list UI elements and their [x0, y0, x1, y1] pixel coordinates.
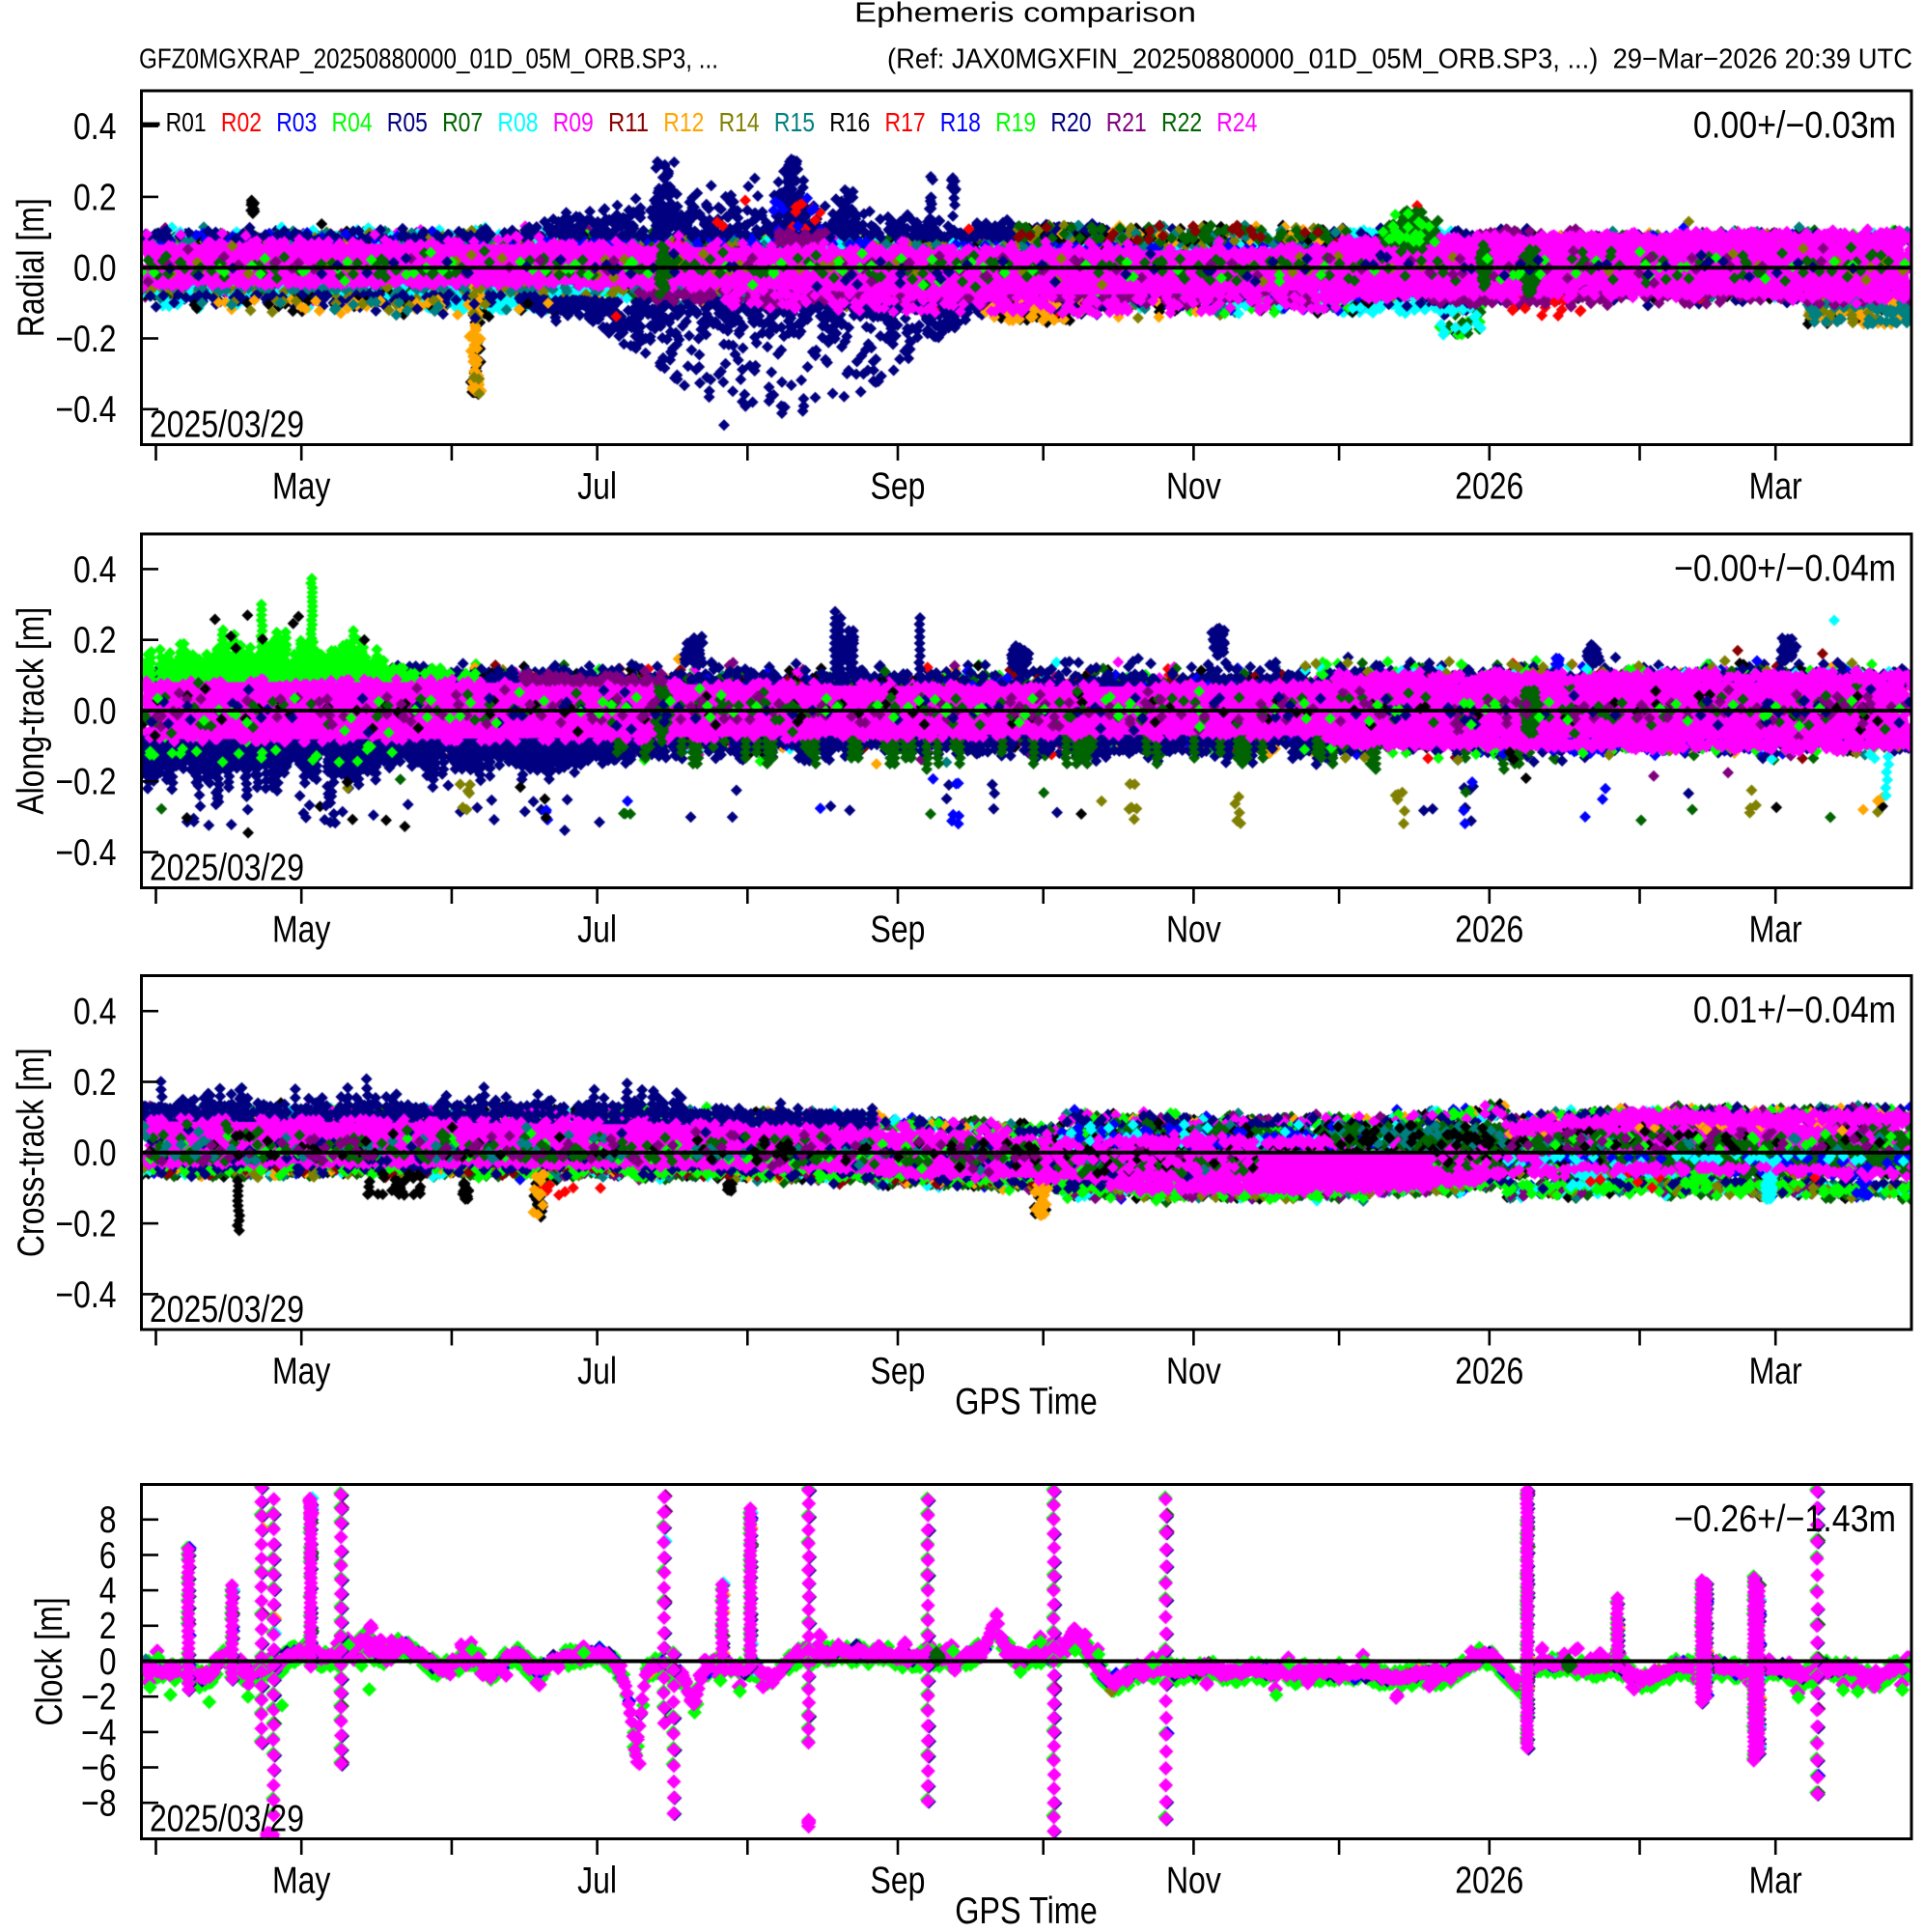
svg-text:−0.26+/−1.43m: −0.26+/−1.43m	[1674, 1498, 1896, 1540]
svg-text:May: May	[272, 1861, 331, 1902]
svg-text:Jul: Jul	[577, 1861, 617, 1902]
svg-text:R22: R22	[1161, 107, 1202, 137]
svg-text:GFZ0MGXRAP_20250880000_01D_05M: GFZ0MGXRAP_20250880000_01D_05M_ORB.SP3, …	[139, 44, 718, 75]
svg-text:2026: 2026	[1455, 910, 1523, 951]
svg-text:−0.4: −0.4	[55, 1274, 116, 1316]
svg-text:−0.4: −0.4	[55, 832, 116, 874]
svg-text:Sep: Sep	[871, 466, 926, 508]
svg-text:0.2: 0.2	[73, 177, 117, 218]
svg-text:Mar: Mar	[1749, 466, 1802, 508]
svg-text:2026: 2026	[1455, 1861, 1523, 1902]
svg-text:0.2: 0.2	[73, 1062, 117, 1104]
svg-text:0.00+/−0.03m: 0.00+/−0.03m	[1693, 105, 1896, 147]
svg-text:Nov: Nov	[1166, 466, 1221, 508]
svg-text:Mar: Mar	[1749, 1861, 1802, 1902]
svg-text:R15: R15	[774, 107, 815, 137]
svg-text:−8: −8	[81, 1783, 117, 1825]
svg-text:Mar: Mar	[1749, 910, 1802, 951]
svg-text:Ephemeris comparison: Ephemeris comparison	[854, 0, 1196, 29]
svg-text:May: May	[272, 466, 331, 508]
svg-text:Jul: Jul	[577, 1351, 617, 1392]
svg-text:R16: R16	[829, 107, 870, 137]
svg-text:0.4: 0.4	[73, 992, 117, 1033]
svg-text:R07: R07	[442, 107, 483, 137]
svg-text:−0.00+/−0.04m: −0.00+/−0.04m	[1674, 548, 1896, 590]
svg-text:0.0: 0.0	[73, 690, 117, 732]
svg-text:−0.2: −0.2	[55, 1204, 116, 1246]
svg-text:0.01+/−0.04m: 0.01+/−0.04m	[1693, 990, 1896, 1031]
svg-text:0: 0	[99, 1641, 117, 1683]
svg-text:Radial [m]: Radial [m]	[11, 198, 52, 337]
svg-text:GPS Time: GPS Time	[955, 1382, 1098, 1423]
svg-text:R09: R09	[553, 107, 594, 137]
svg-text:R17: R17	[885, 107, 926, 137]
svg-text:6: 6	[99, 1535, 117, 1577]
svg-text:−2: −2	[81, 1677, 117, 1719]
svg-text:R14: R14	[719, 107, 760, 137]
svg-text:Nov: Nov	[1166, 910, 1221, 951]
svg-text:R05: R05	[387, 107, 428, 137]
svg-text:GPS Time: GPS Time	[955, 1890, 1098, 1932]
svg-text:Along-track [m]: Along-track [m]	[11, 607, 52, 815]
svg-text:R01: R01	[166, 107, 207, 137]
svg-text:2: 2	[99, 1606, 117, 1647]
svg-text:−4: −4	[81, 1712, 117, 1753]
svg-text:0.0: 0.0	[73, 248, 117, 290]
svg-text:R03: R03	[276, 107, 317, 137]
svg-text:−0.2: −0.2	[55, 762, 116, 803]
svg-text:0.4: 0.4	[73, 106, 117, 148]
svg-text:R12: R12	[663, 107, 704, 137]
svg-text:2026: 2026	[1455, 1351, 1523, 1392]
svg-text:−0.2: −0.2	[55, 319, 116, 360]
svg-text:4: 4	[99, 1571, 117, 1612]
svg-text:R11: R11	[608, 107, 649, 137]
svg-text:Nov: Nov	[1166, 1351, 1221, 1392]
svg-text:8: 8	[99, 1499, 117, 1541]
svg-text:−6: −6	[81, 1748, 117, 1789]
svg-text:R04: R04	[332, 107, 373, 137]
svg-text:May: May	[272, 1351, 331, 1392]
svg-text:Jul: Jul	[577, 466, 617, 508]
svg-text:R20: R20	[1050, 107, 1091, 137]
svg-text:0.4: 0.4	[73, 549, 117, 591]
svg-text:Cross-track [m]: Cross-track [m]	[11, 1048, 52, 1257]
svg-text:0.2: 0.2	[73, 620, 117, 661]
svg-text:Jul: Jul	[577, 910, 617, 951]
svg-text:R24: R24	[1216, 107, 1257, 137]
svg-text:2025/03/29: 2025/03/29	[150, 1289, 304, 1330]
svg-text:Sep: Sep	[871, 1351, 926, 1392]
svg-text:2026: 2026	[1455, 466, 1523, 508]
svg-text:R19: R19	[995, 107, 1036, 137]
svg-text:Mar: Mar	[1749, 1351, 1802, 1392]
svg-text:2025/03/29: 2025/03/29	[150, 405, 304, 446]
svg-text:2025/03/29: 2025/03/29	[150, 1799, 304, 1840]
svg-text:2025/03/29: 2025/03/29	[150, 848, 304, 889]
svg-text:Sep: Sep	[871, 910, 926, 951]
svg-text:Sep: Sep	[871, 1861, 926, 1902]
svg-text:Nov: Nov	[1166, 1861, 1221, 1902]
svg-text:R18: R18	[940, 107, 981, 137]
svg-text:(Ref: JAX0MGXFIN_20250880000_0: (Ref: JAX0MGXFIN_20250880000_01D_05M_ORB…	[887, 44, 1912, 75]
svg-text:0.0: 0.0	[73, 1133, 117, 1174]
svg-text:May: May	[272, 910, 331, 951]
svg-text:R02: R02	[221, 107, 262, 137]
svg-text:Clock [m]: Clock [m]	[29, 1597, 70, 1725]
svg-text:−0.4: −0.4	[55, 389, 116, 431]
svg-text:R21: R21	[1106, 107, 1147, 137]
svg-text:R08: R08	[497, 107, 538, 137]
